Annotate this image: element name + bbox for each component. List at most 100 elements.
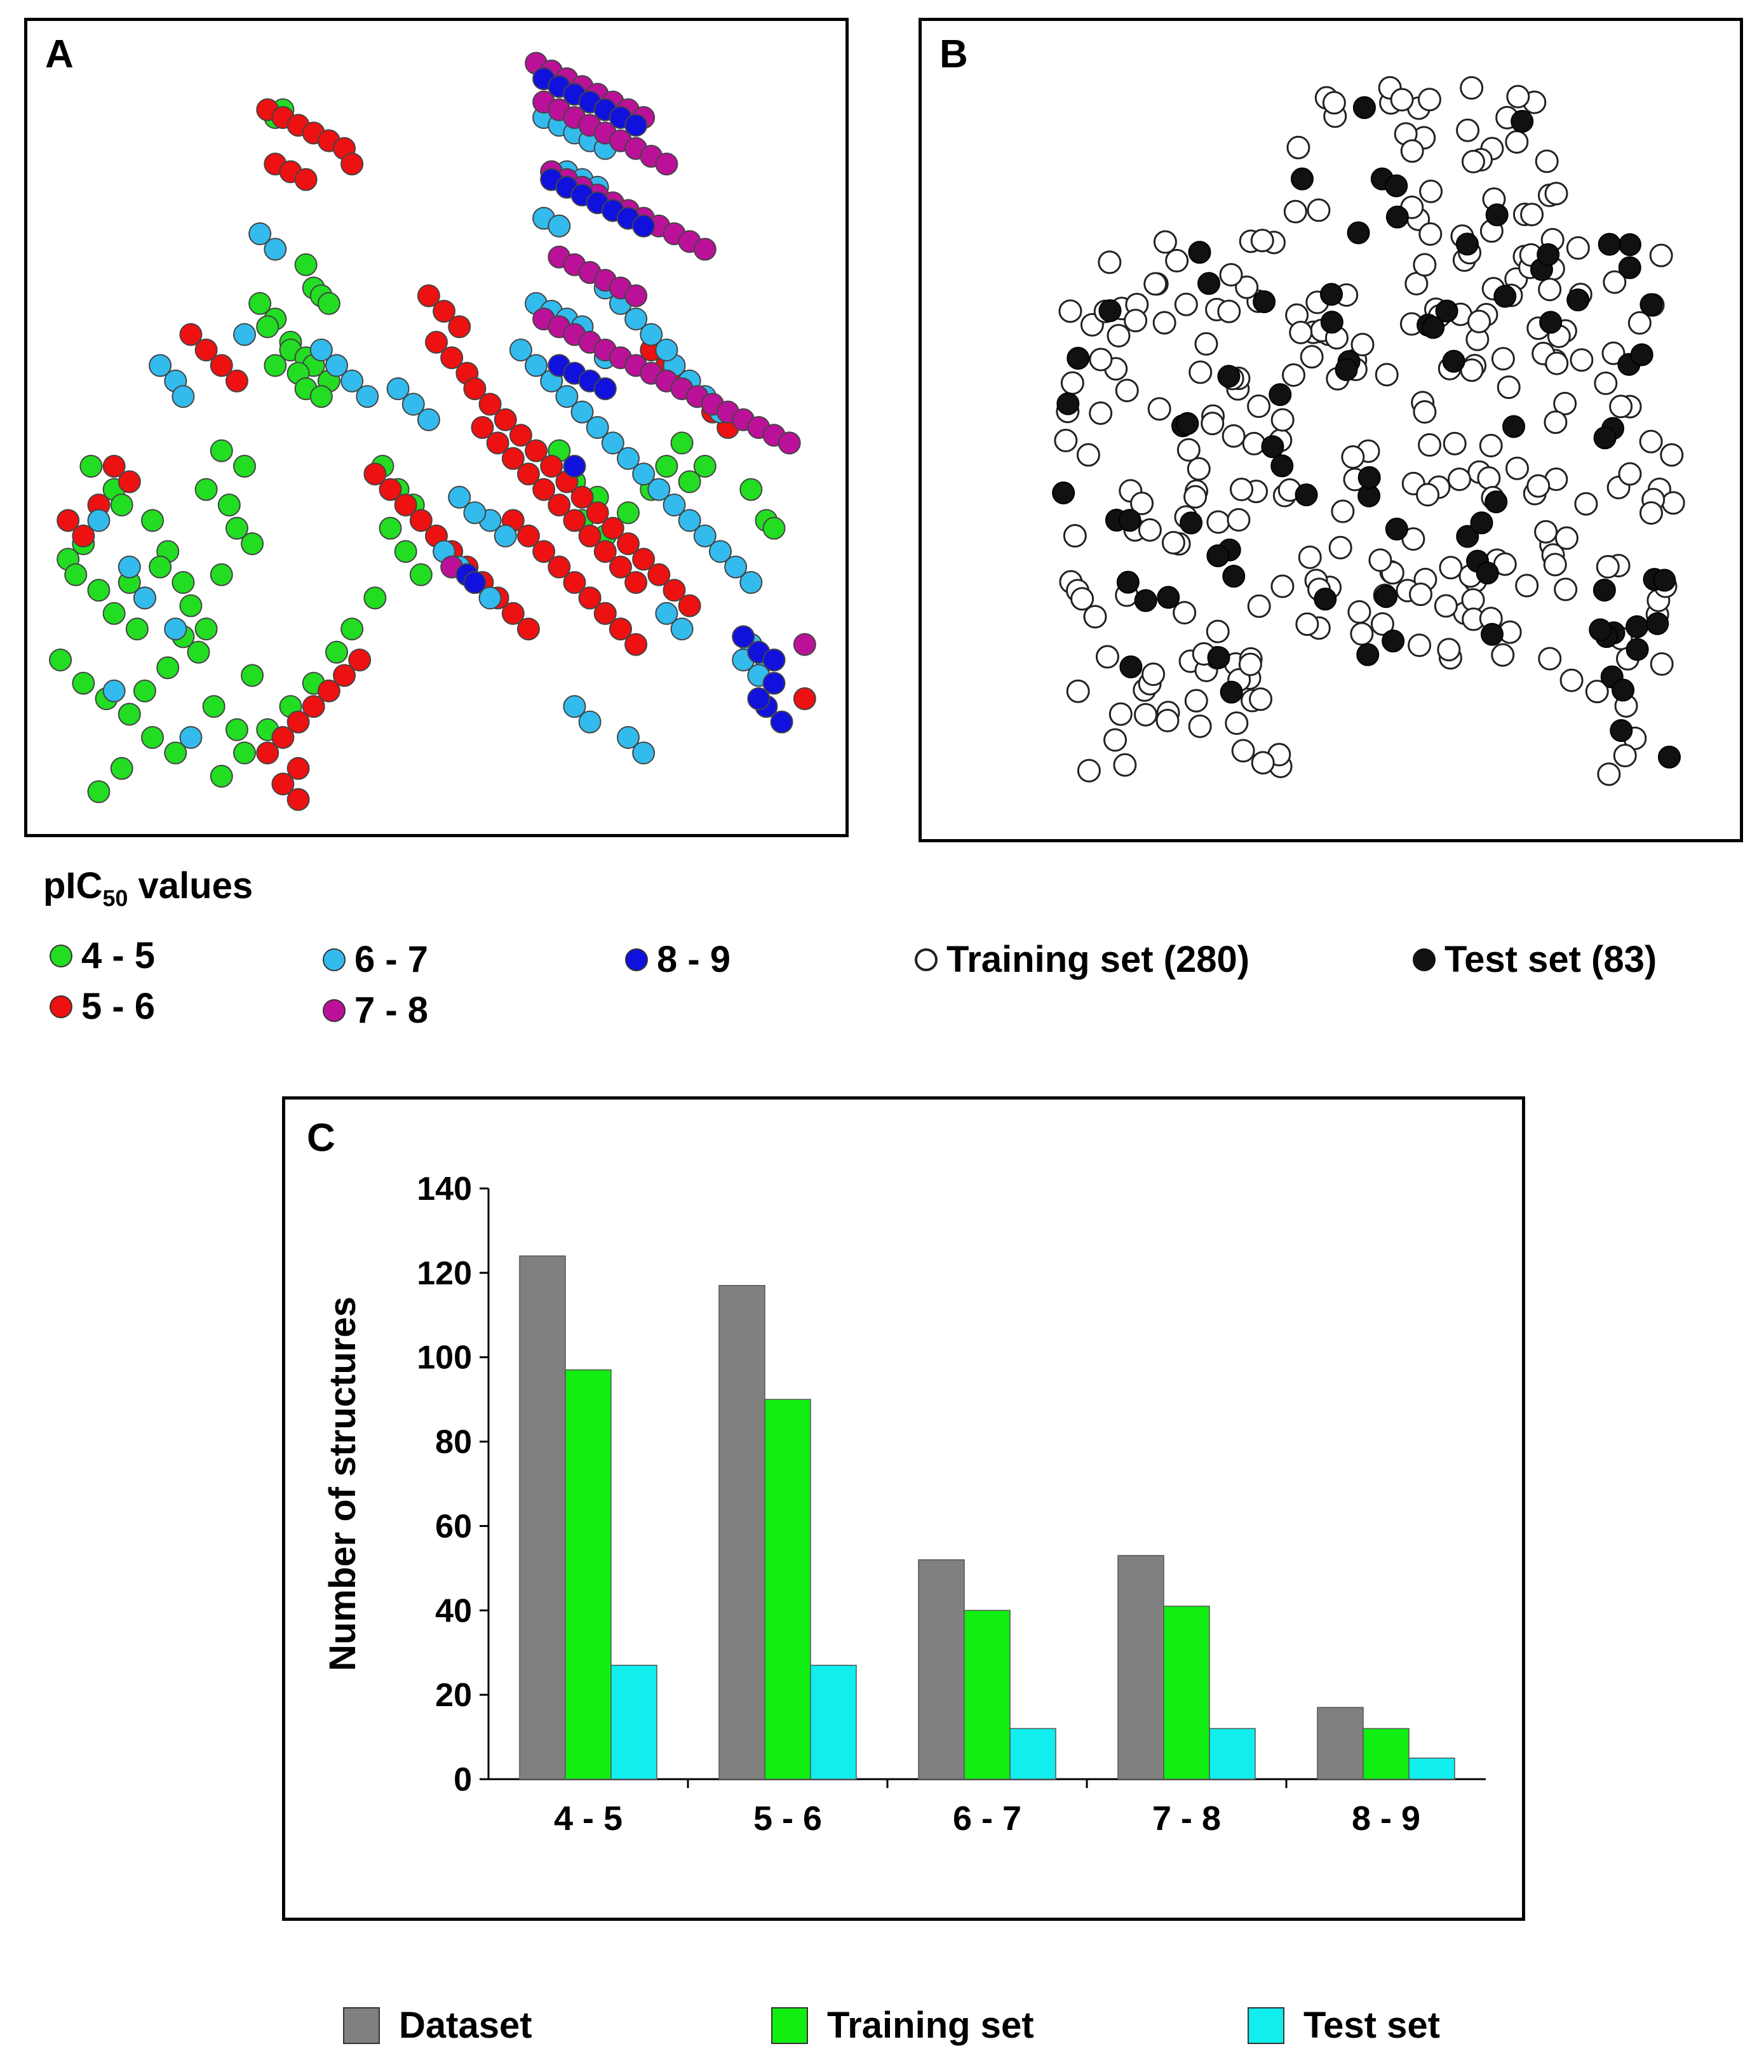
- training-point: [1413, 253, 1437, 277]
- bar-test-set-4-5: [610, 1664, 657, 1780]
- test-point: [1320, 311, 1343, 334]
- data-point-4-5: [762, 516, 786, 540]
- y-tick-label: 100: [417, 1340, 472, 1376]
- data-point-8-9: [732, 625, 755, 649]
- data-point-5-6: [663, 579, 686, 602]
- training-point: [1187, 457, 1211, 481]
- data-point-6-7: [133, 586, 156, 610]
- data-point-5-6: [440, 346, 464, 370]
- training-point: [1350, 622, 1374, 646]
- bar-test-set-8-9: [1408, 1758, 1455, 1780]
- magenta-dot-icon: [323, 999, 346, 1022]
- training-point: [1535, 149, 1559, 173]
- test-point: [1382, 629, 1405, 653]
- green-square-icon: [771, 2007, 808, 2044]
- test-point: [1435, 299, 1458, 323]
- data-point-6-7: [87, 509, 111, 532]
- training-point: [1188, 714, 1212, 738]
- training-point: [1515, 574, 1539, 598]
- bar-dataset-5-6: [718, 1285, 765, 1780]
- data-point-4-5: [264, 354, 287, 377]
- data-point-4-5: [340, 617, 364, 641]
- data-point-5-6: [417, 284, 440, 307]
- data-point-5-6: [793, 687, 816, 710]
- bar-training-set-5-6: [764, 1399, 811, 1780]
- data-point-8-9: [762, 649, 786, 671]
- data-point-6-7: [578, 710, 602, 734]
- training-point: [1400, 139, 1424, 163]
- test-point: [1493, 285, 1517, 308]
- test-point: [1630, 343, 1653, 367]
- legend-test: Test set: [1248, 2007, 1440, 2044]
- training-point: [1098, 250, 1122, 274]
- data-point-6-7: [555, 385, 579, 408]
- data-point-5-6: [225, 369, 248, 393]
- data-point-4-5: [325, 640, 348, 664]
- test-point: [1593, 426, 1617, 450]
- data-point-5-6: [409, 509, 433, 532]
- test-point: [1618, 233, 1641, 257]
- test-point: [1476, 562, 1499, 585]
- test-point: [1269, 383, 1292, 407]
- data-point-4-5: [64, 563, 88, 586]
- training-point: [1242, 431, 1266, 455]
- data-point-5-6: [516, 617, 540, 641]
- test-point: [1098, 299, 1122, 323]
- training-point: [1601, 341, 1626, 365]
- data-point-8-9: [563, 455, 586, 478]
- cyan-dot-icon: [323, 948, 346, 971]
- data-point-4-5: [164, 741, 187, 765]
- training-point: [1103, 728, 1128, 752]
- data-point-6-7: [708, 540, 732, 563]
- test-point: [1347, 221, 1370, 245]
- training-point: [1416, 483, 1440, 507]
- test-point: [1657, 745, 1681, 769]
- legend-training-label: Training set (280): [946, 939, 1250, 980]
- training-point: [1413, 400, 1437, 424]
- training-point: [1505, 130, 1529, 154]
- data-point-6-7: [640, 323, 663, 346]
- test-point: [1295, 483, 1318, 507]
- training-point: [1250, 229, 1274, 253]
- training-point: [1618, 462, 1642, 486]
- y-tick-label: 140: [417, 1171, 472, 1208]
- panel-b-label: B: [939, 32, 968, 76]
- data-point-8-9: [632, 214, 656, 238]
- training-point: [1594, 371, 1618, 395]
- bar-test-set-7-8: [1209, 1728, 1256, 1780]
- test-point: [1352, 96, 1376, 119]
- test-point: [1220, 680, 1243, 704]
- data-point-5-6: [525, 439, 548, 462]
- y-axis-label: Number of structures: [322, 1296, 363, 1671]
- training-point: [1060, 371, 1084, 395]
- training-point: [1141, 663, 1166, 687]
- training-point: [1231, 739, 1255, 763]
- training-point: [1206, 619, 1230, 643]
- data-point-5-6: [471, 416, 494, 439]
- test-point: [1485, 203, 1509, 227]
- training-point: [1574, 492, 1598, 516]
- training-point: [1322, 91, 1346, 115]
- data-point-6-7: [248, 222, 272, 245]
- data-point-5-6: [632, 548, 656, 571]
- test-point: [1067, 347, 1090, 370]
- data-point-5-6: [516, 524, 540, 548]
- data-point-4-5: [210, 765, 233, 788]
- data-point-5-6: [102, 455, 126, 478]
- training-point: [1341, 445, 1365, 469]
- data-point-6-7: [632, 741, 656, 765]
- legend-label-8-9: 8 - 9: [657, 939, 731, 980]
- legend-test-bar-label: Test set: [1303, 2005, 1440, 2046]
- training-point: [1649, 243, 1673, 267]
- training-point: [1298, 545, 1322, 569]
- legend-dataset-label: Dataset: [399, 2005, 532, 2046]
- training-point: [1089, 347, 1113, 372]
- training-point: [1350, 332, 1375, 356]
- bar-chart-panel-c: 0 20 40 60 80 100 120 140 Number of structures 4 …: [282, 1096, 1525, 1921]
- training-point: [1219, 263, 1243, 287]
- data-point-5-6: [563, 571, 586, 594]
- training-point: [1477, 466, 1501, 490]
- data-point-4-5: [141, 509, 165, 532]
- test-point: [1610, 719, 1633, 743]
- data-point-8-9: [463, 571, 487, 594]
